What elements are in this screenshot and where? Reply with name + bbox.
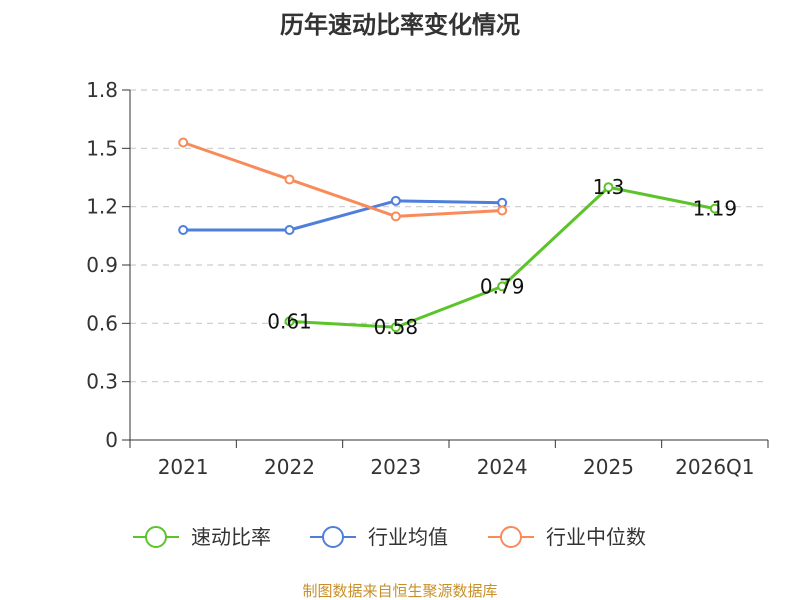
legend-marker (145, 526, 167, 548)
y-tick-label: 0.9 (86, 253, 118, 277)
data-point (284, 225, 295, 235)
data-point (390, 211, 401, 222)
data-label: 0.58 (374, 315, 419, 339)
legend-label: 行业均值 (368, 525, 448, 549)
y-tick-label: 1.8 (86, 78, 118, 102)
x-tick-label: 2024 (477, 455, 528, 479)
x-tick-label: 2022 (264, 455, 315, 479)
legend-marker (322, 526, 344, 548)
x-tick-label: 2025 (583, 455, 634, 479)
data-point (284, 316, 295, 327)
data-point (178, 137, 189, 148)
data-label: 1.3 (593, 175, 625, 199)
data-point (497, 281, 508, 292)
y-tick-label: 0 (105, 428, 118, 452)
legend-label: 行业中位数 (546, 525, 646, 549)
source-note: 制图数据来自恒生聚源数据库 (302, 582, 497, 600)
grid (130, 89, 768, 383)
legend-marker (500, 526, 522, 548)
data-point (709, 203, 720, 214)
axes: 0 0.3 0.6 0.9 1.2 1.5 1.8 2021 2022 2023 2024 2025 2… (86, 78, 769, 479)
y-tick-label: 0.6 (86, 311, 118, 335)
y-tick-label: 1.2 (86, 195, 118, 219)
data-label: 1.19 (693, 197, 738, 221)
y-tick-label: 1.5 (86, 136, 118, 160)
chart-title: 历年速动比率变化情况 (280, 11, 520, 39)
series-group (178, 137, 720, 333)
x-tick-label: 2026Q1 (675, 455, 754, 479)
legend: 速动比率 行业均值 行业中位数 (133, 525, 646, 549)
data-label: 0.61 (267, 309, 312, 333)
y-tick-label: 0.3 (86, 370, 118, 394)
data-label: 0.79 (480, 274, 525, 298)
data-point (390, 195, 401, 206)
data-point (390, 322, 401, 333)
series-line-行业中位数 (182, 141, 503, 218)
legend-label: 速动比率 (191, 525, 271, 549)
data-point (284, 174, 295, 185)
data-point (497, 205, 508, 216)
x-tick-label: 2023 (370, 455, 421, 479)
series-line-行业均值 (183, 199, 503, 232)
x-tick-label: 2021 (158, 455, 209, 479)
data-point (603, 182, 614, 193)
data-labels: 0.61 0.58 0.79 1.3 1.19 (267, 175, 737, 339)
data-point (178, 225, 189, 235)
